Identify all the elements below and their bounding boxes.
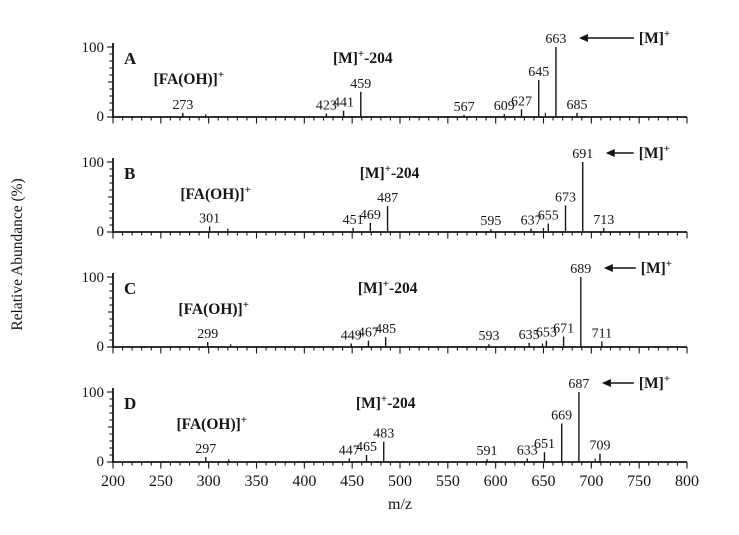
- x-tick-label: 400: [292, 473, 316, 490]
- x-tick-label: 550: [436, 473, 460, 490]
- peak-label: 567: [454, 100, 475, 115]
- x-tick-label: 300: [197, 473, 221, 490]
- peak-label: 691: [572, 147, 593, 162]
- x-tick-label: 450: [340, 473, 364, 490]
- panel-letter: C: [124, 279, 136, 298]
- peak-label: 485: [375, 322, 396, 337]
- y-axis-title: Relative Abundance (%): [9, 178, 26, 330]
- peak-label: 423: [316, 99, 337, 114]
- molecular-ion-annotation: [M]+: [641, 258, 672, 277]
- panel-letter: A: [124, 49, 137, 68]
- neutral-loss-annotation: [M]+-204: [356, 393, 416, 412]
- peak-label: 459: [350, 77, 371, 92]
- molecular-ion-annotation: [M]+: [639, 373, 670, 392]
- y-tick-label-100: 100: [82, 155, 105, 171]
- peak-label: 297: [195, 442, 216, 457]
- y-tick-label-0: 0: [97, 109, 105, 125]
- peak-label: 469: [360, 208, 381, 223]
- x-tick-label: 250: [149, 473, 173, 490]
- peak-label: 637: [521, 214, 542, 229]
- x-tick-label: 700: [579, 473, 603, 490]
- peak-label: 635: [519, 328, 540, 343]
- fragment-ion-annotation: [FA(OH)]+: [178, 299, 249, 318]
- y-tick-label-0: 0: [97, 339, 105, 355]
- y-tick-label-100: 100: [82, 385, 105, 401]
- peak-label: 653: [536, 326, 557, 341]
- peak-label: 447: [339, 444, 360, 459]
- peak-label: 627: [511, 94, 532, 109]
- fragment-ion-annotation: [FA(OH)]+: [154, 69, 225, 88]
- peak-label: 465: [356, 440, 377, 455]
- x-tick-label: 500: [388, 473, 412, 490]
- peak-label: 655: [538, 209, 559, 224]
- fragment-ion-annotation: [FA(OH)]+: [177, 414, 248, 433]
- peak-label: 685: [566, 98, 587, 113]
- molecular-ion-annotation: [M]+: [639, 143, 670, 162]
- x-tick-label: 650: [532, 473, 556, 490]
- peak-label: 595: [480, 214, 501, 229]
- x-tick-label: 350: [245, 473, 269, 490]
- arrow-head: [603, 264, 613, 272]
- peak-label: 467: [358, 326, 379, 341]
- x-tick-label: 600: [484, 473, 508, 490]
- peak-label: 633: [517, 444, 538, 459]
- peak-label: 451: [343, 213, 364, 228]
- x-tick-label: 800: [675, 473, 699, 490]
- peak-label: 663: [545, 32, 566, 47]
- peak-label: 449: [341, 329, 362, 344]
- peak-label: 689: [570, 262, 591, 277]
- fragment-ion-annotation: [FA(OH)]+: [180, 184, 251, 203]
- panel-letter: D: [124, 394, 136, 413]
- y-tick-label-0: 0: [97, 224, 105, 240]
- peak-label: 609: [494, 99, 515, 114]
- peak-label: 669: [551, 409, 572, 424]
- neutral-loss-annotation: [M]+-204: [360, 163, 420, 182]
- y-tick-label-100: 100: [82, 40, 105, 56]
- y-tick-label-0: 0: [97, 454, 105, 470]
- arrow-head: [601, 379, 611, 387]
- neutral-loss-annotation: [M]+-204: [358, 278, 418, 297]
- x-tick-label: 200: [101, 473, 125, 490]
- peak-label: 483: [373, 427, 394, 442]
- peak-label: 651: [534, 437, 555, 452]
- neutral-loss-annotation: [M]+-204: [333, 48, 393, 67]
- panel-letter: B: [124, 164, 135, 183]
- x-axis-title: m/z: [388, 496, 412, 513]
- peak-label: 687: [568, 377, 589, 392]
- x-tick-label: 750: [627, 473, 651, 490]
- peak-label: 273: [172, 98, 193, 113]
- peak-label: 709: [589, 439, 610, 454]
- peak-label: 671: [553, 322, 574, 337]
- peak-label: 593: [478, 329, 499, 344]
- peak-label: 441: [333, 96, 354, 111]
- peak-label: 487: [377, 191, 398, 206]
- y-tick-label-100: 100: [82, 270, 105, 286]
- peak-label: 713: [593, 213, 614, 228]
- arrow-head: [578, 34, 588, 42]
- peak-label: 711: [592, 326, 612, 341]
- peak-label: 299: [197, 327, 218, 342]
- peak-label: 673: [555, 190, 576, 205]
- peak-label: 591: [477, 444, 498, 459]
- molecular-ion-annotation: [M]+: [639, 28, 670, 47]
- peak-label: 645: [528, 65, 549, 80]
- peak-label: 301: [199, 211, 220, 226]
- arrow-head: [605, 149, 615, 157]
